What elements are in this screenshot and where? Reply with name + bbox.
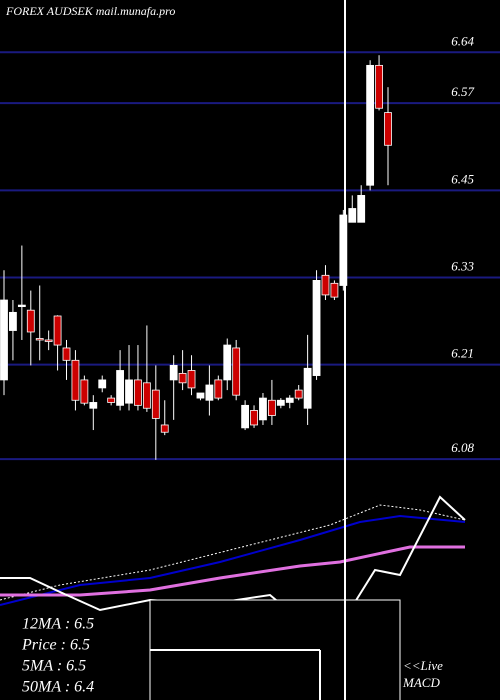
y-tick-label: 6.33 — [451, 258, 474, 273]
annotation: MACD — [402, 675, 440, 690]
candle-body — [125, 379, 133, 404]
candle-body — [151, 389, 160, 419]
candle-body — [366, 64, 375, 186]
macd-white — [0, 495, 466, 622]
y-tick-label: 6.21 — [451, 346, 474, 361]
candle-body — [98, 379, 107, 389]
candle-body — [62, 347, 71, 361]
candle-body — [169, 364, 178, 381]
candle-body — [241, 404, 250, 429]
candle-body — [375, 64, 383, 109]
candle-body — [276, 399, 285, 406]
candle-body — [53, 315, 62, 346]
annotation: <<Live — [403, 658, 443, 673]
ma-pink — [0, 545, 465, 597]
candle-body — [214, 379, 223, 399]
candle-body — [35, 338, 44, 341]
candle-body — [223, 344, 232, 381]
candle-body — [339, 214, 348, 286]
candle-body — [285, 397, 294, 403]
y-tick-label: 6.45 — [451, 171, 474, 186]
candle-body — [142, 382, 151, 409]
candle-body — [330, 282, 339, 298]
candle-body — [80, 379, 89, 404]
candle-body — [267, 399, 276, 416]
candle-body — [384, 112, 392, 146]
candle-body — [17, 304, 26, 308]
candle-body — [196, 392, 205, 399]
info: 12MA : 6.5 — [22, 616, 94, 633]
candle-body — [205, 384, 214, 401]
info: 5MA : 6.5 — [22, 658, 86, 675]
candle-body — [9, 311, 17, 331]
candle-body — [71, 359, 80, 401]
indicator-lines — [0, 495, 466, 622]
candle-body — [303, 367, 312, 409]
ma-dotted — [0, 504, 466, 601]
candle-body — [107, 397, 116, 403]
candle-body — [187, 370, 196, 389]
candle-body — [259, 397, 267, 421]
candle-body — [348, 208, 357, 223]
y-tick-label: 6.57 — [451, 84, 474, 99]
candle-body — [357, 195, 366, 223]
info: 50MA : 6.4 — [22, 679, 94, 696]
candle-body — [0, 299, 8, 381]
y-tick-label: 6.08 — [451, 440, 474, 455]
candle-body — [321, 274, 330, 296]
candle-body — [44, 339, 53, 342]
candle-body — [89, 402, 98, 409]
candle-body — [26, 309, 35, 333]
candle-body — [312, 280, 321, 376]
candle-body — [294, 389, 303, 399]
candle-body — [250, 410, 258, 426]
ma-blue — [0, 514, 466, 606]
info: Price : 6.5 — [21, 637, 90, 654]
y-tick-label: 6.64 — [451, 33, 474, 48]
candle-body — [178, 372, 187, 384]
candle-body — [116, 370, 124, 406]
chart-title: FOREX AUDSEK mail.munafa.pro — [5, 4, 175, 18]
candle-body — [134, 379, 142, 406]
candle-body — [160, 424, 169, 433]
candle-body — [232, 347, 241, 396]
